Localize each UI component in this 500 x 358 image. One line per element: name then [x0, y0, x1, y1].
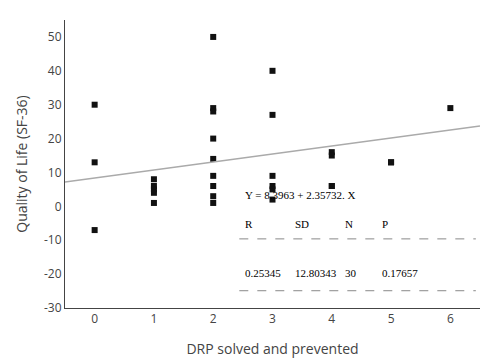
svg-text:12.80343: 12.80343 [295, 267, 337, 279]
svg-text:Quality of Life (SF-36): Quality of Life (SF-36) [12, 95, 31, 232]
svg-text:3: 3 [269, 310, 276, 327]
svg-text:10: 10 [48, 164, 62, 181]
svg-text:-30: -30 [44, 299, 62, 316]
svg-text:-20: -20 [44, 265, 62, 282]
svg-text:4: 4 [328, 310, 335, 327]
svg-text:N: N [345, 218, 353, 230]
svg-text:R: R [245, 218, 253, 230]
svg-text:-10: -10 [44, 231, 62, 248]
svg-text:20: 20 [48, 130, 62, 147]
svg-text:50: 50 [48, 28, 62, 45]
svg-text:Y = 8.3963 + 2.35732. X: Y = 8.3963 + 2.35732. X [245, 189, 355, 201]
svg-text:0: 0 [55, 198, 62, 215]
svg-text:P: P [382, 218, 388, 230]
svg-text:30: 30 [48, 96, 62, 113]
svg-text:1: 1 [150, 310, 157, 327]
svg-text:5: 5 [388, 310, 395, 327]
svg-text:2: 2 [210, 310, 217, 327]
svg-text:6: 6 [447, 310, 454, 327]
svg-text:0.25345: 0.25345 [245, 267, 281, 279]
svg-text:0: 0 [91, 310, 98, 327]
svg-text:30: 30 [345, 267, 357, 279]
svg-text:SD: SD [295, 218, 309, 230]
svg-text:DRP solved and prevented: DRP solved and prevented [186, 339, 358, 358]
svg-text:0.17657: 0.17657 [382, 267, 418, 279]
svg-text:40: 40 [48, 62, 62, 79]
